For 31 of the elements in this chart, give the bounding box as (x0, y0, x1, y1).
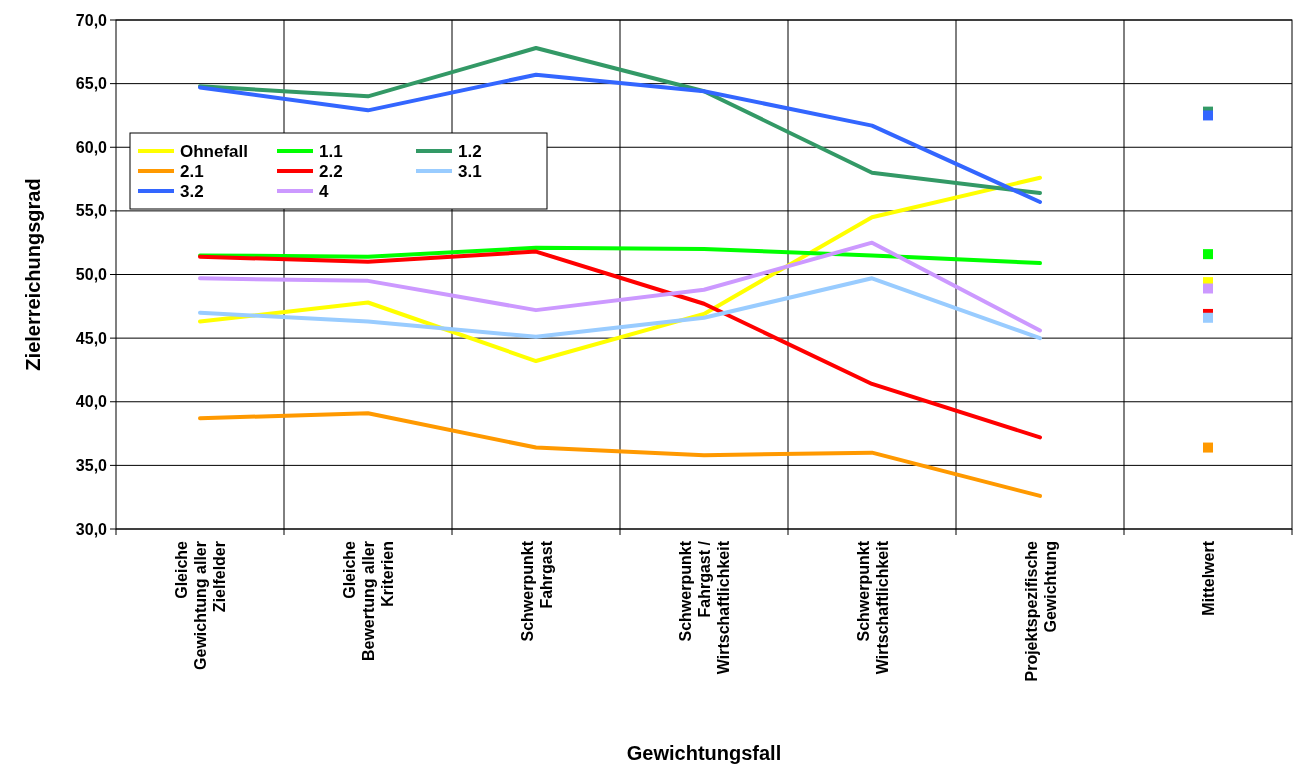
y-tick-label: 55,0 (75, 202, 108, 220)
line-series (198, 240, 1042, 333)
x-tick-label: Projektspezifische Gewichtung (1022, 540, 1059, 682)
y-tick-label: 30,0 (75, 520, 108, 538)
legend-label: 2.2 (319, 161, 343, 181)
y-tick-label: 50,0 (75, 266, 108, 284)
legend-label: 1.2 (458, 141, 482, 161)
y-tick-label: 35,0 (75, 456, 108, 474)
line-series (198, 411, 1042, 498)
legend-label: 3.1 (458, 161, 482, 181)
x-tick-label: Gleiche Bewertung aller Kriterien (341, 540, 396, 662)
x-tick-label: Mittelwert (1200, 540, 1217, 616)
legend-label: 4 (319, 181, 329, 201)
y-tick-label: 65,0 (75, 75, 108, 93)
legend-label: 1.1 (319, 141, 343, 161)
y-tick-label: 40,0 (75, 393, 108, 411)
y-tick-label: 45,0 (75, 329, 108, 347)
line-series (198, 249, 1042, 440)
line-series (198, 245, 1042, 266)
x-tick-label: Schwerpunkt Fahrgast / Wirtschaftlichkeit (677, 540, 732, 675)
x-tick-label: Gleiche Gewichtung aller Zielfelder (173, 540, 228, 670)
x-axis-title: Gewichtungsfall (626, 742, 782, 764)
y-tick-label: 70,0 (75, 11, 108, 29)
legend-label: Ohnefall (180, 141, 249, 161)
y-axis-title: Zielerreichungsgrad (22, 178, 44, 371)
y-tick-label: 60,0 (75, 138, 108, 156)
legend-label: 3.2 (180, 181, 204, 201)
x-tick-label: Schwerpunkt Wirtschaftlichkeit (854, 540, 891, 675)
line-series (198, 276, 1042, 341)
legend-label: 2.1 (180, 161, 204, 181)
x-tick-label: Schwerpunkt Fahrgast (518, 540, 555, 642)
